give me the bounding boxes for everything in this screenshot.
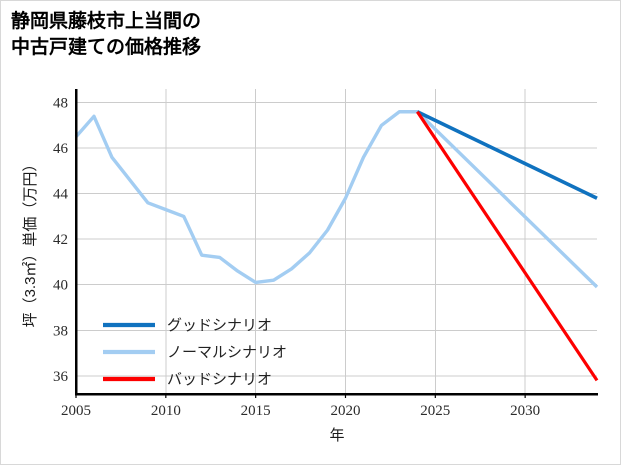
- x-tick-label: 2010: [151, 403, 181, 419]
- x-tick-label: 2025: [420, 403, 450, 419]
- legend-label: バッドシナリオ: [167, 372, 272, 388]
- horizontal-gridlines: [76, 102, 597, 377]
- y-tick-label: 48: [53, 96, 68, 112]
- y-tick-label: 38: [53, 323, 68, 339]
- legend-label: ノーマルシナリオ: [167, 345, 287, 361]
- y-axis-title: 坪（3.3㎡）単価（万円）: [22, 157, 39, 328]
- y-tick-label: 46: [53, 141, 69, 157]
- x-tick-label: 2020: [330, 403, 360, 419]
- x-tick-label: 2030: [510, 403, 540, 419]
- y-tick-label: 36: [53, 369, 69, 385]
- x-tick-label: 2005: [61, 403, 91, 419]
- y-tick-label: 44: [53, 187, 69, 203]
- series-line: [416, 110, 598, 200]
- vertical-gridlines: [75, 89, 526, 394]
- series-line: [74, 110, 599, 289]
- data-series-group: [74, 110, 599, 382]
- axis-spines: [74, 89, 598, 396]
- y-axis-tick-labels: 36 38 40 42 44 46 48: [53, 96, 69, 385]
- legend-label: グッドシナリオ: [167, 317, 272, 334]
- x-tick-label: 2015: [241, 403, 271, 419]
- x-axis-tick-labels: 2005 2010 2015 2020 2025 2030: [61, 403, 540, 419]
- chart-title: 静岡県藤枝市上当間の 中古戸建ての価格推移: [11, 11, 202, 58]
- y-tick-label: 40: [53, 278, 68, 294]
- series-line: [416, 110, 599, 382]
- y-tick-label: 42: [53, 232, 68, 248]
- x-axis-title: 年: [329, 427, 344, 444]
